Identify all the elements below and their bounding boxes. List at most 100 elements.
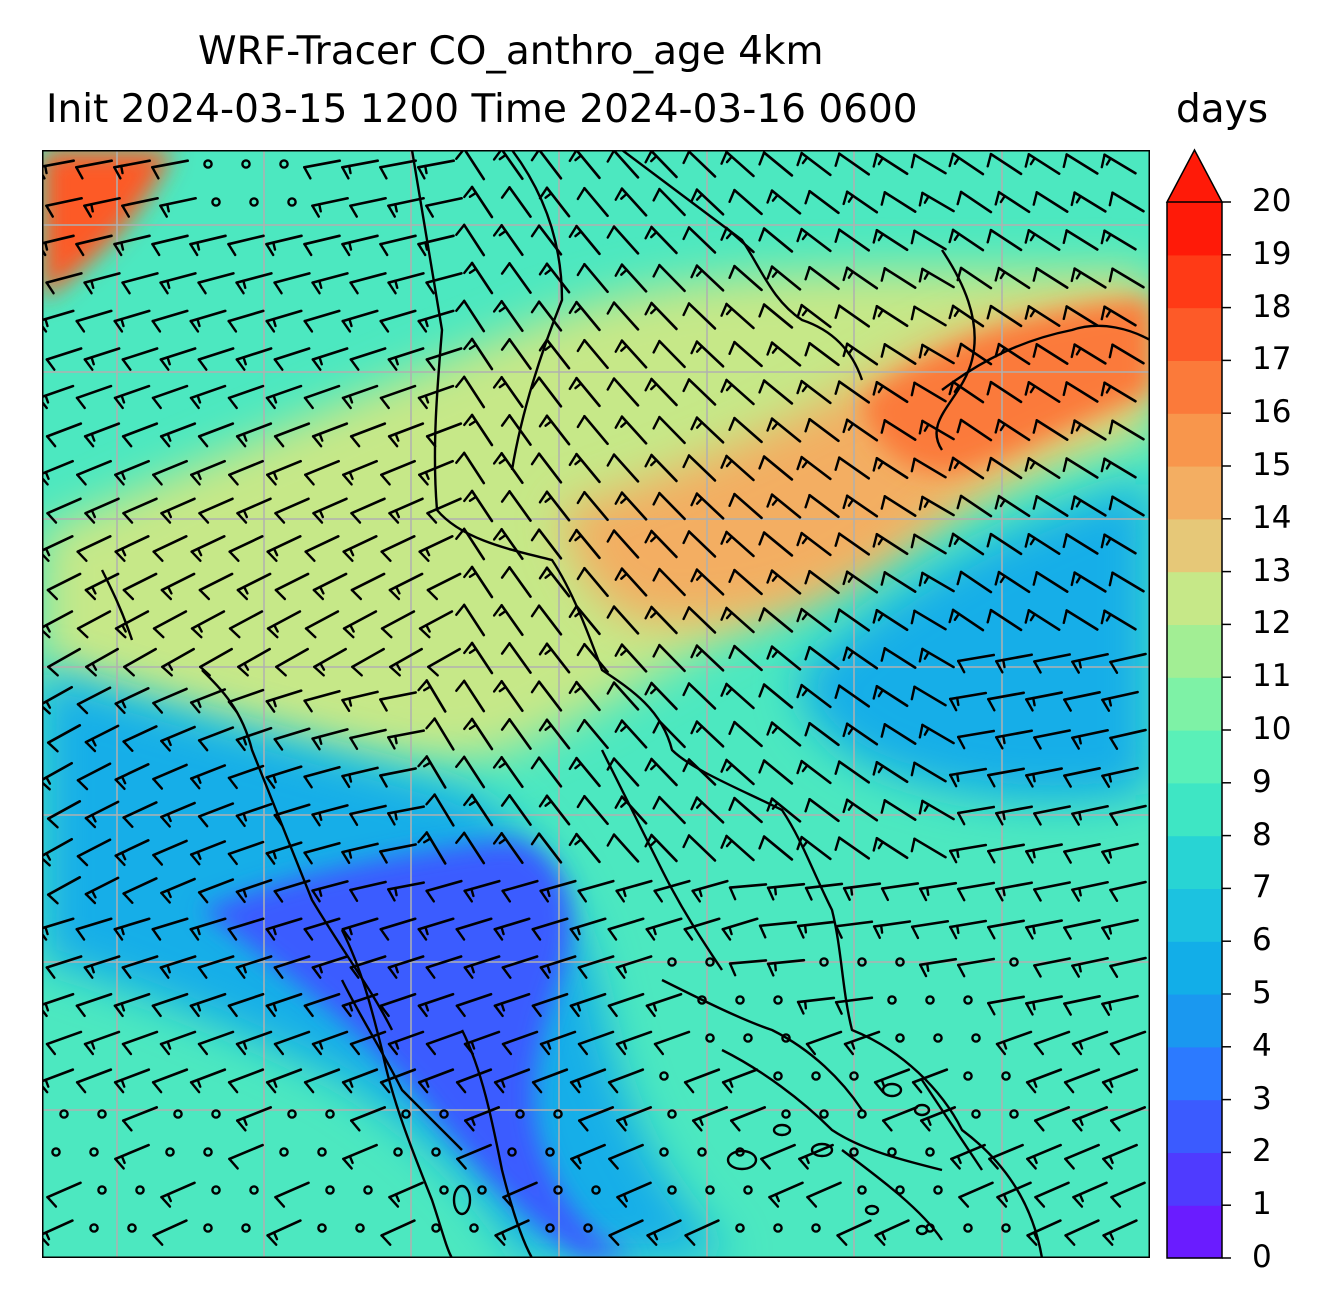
wind-barb: [311, 804, 349, 827]
wind-barb: [425, 422, 463, 448]
colorbar-band: [1167, 782, 1222, 837]
wind-barb: [728, 883, 768, 901]
wind-barb: [720, 606, 755, 634]
wind-barb: [159, 272, 197, 295]
wind-barb: [758, 227, 794, 253]
wind-barb-calm: [249, 1185, 259, 1195]
colorbar-band: [1167, 941, 1222, 995]
wind-barb: [455, 917, 493, 941]
wind-barb-calm: [735, 995, 745, 1005]
wind-barb: [151, 234, 189, 257]
wind-barb: [880, 419, 917, 441]
wind-barb: [986, 228, 1023, 252]
wind-barb-calm: [811, 1071, 821, 1081]
wind-barb: [45, 347, 83, 371]
wind-barb: [492, 603, 524, 637]
wind-barb-calm: [317, 1223, 327, 1233]
wind-barb: [1109, 880, 1147, 902]
wind-barb: [568, 680, 601, 712]
wind-barb: [197, 347, 235, 371]
wind-barb: [842, 798, 879, 822]
wind-barb: [227, 840, 265, 866]
wind-barb-calm: [819, 957, 829, 967]
wind-barb: [683, 917, 721, 941]
wind-barb: [682, 454, 717, 482]
wind-barb: [83, 955, 121, 979]
wind-barb: [1100, 153, 1137, 175]
wind-barb: [349, 196, 387, 218]
wind-barb: [75, 1068, 113, 1094]
wind-barb: [197, 955, 235, 979]
colorbar-tick-label: 15: [1252, 447, 1292, 483]
wind-barb: [834, 380, 871, 404]
wind-barb: [834, 920, 874, 939]
wind-barb: [1109, 1030, 1147, 1056]
wind-barb: [986, 304, 1023, 328]
colorbar-bands: [1165, 148, 1224, 1259]
wind-barb: [576, 490, 609, 522]
wind-barb: [1033, 1106, 1071, 1132]
wind-barb-calm: [895, 1033, 905, 1043]
wind-barb: [758, 683, 794, 709]
wind-barb: [189, 764, 227, 790]
wind-barb: [606, 377, 640, 407]
wind-barb: [456, 1143, 492, 1170]
wind-barb-calm: [59, 1109, 69, 1119]
wind-barb: [530, 528, 563, 560]
wind-barb: [235, 422, 273, 448]
wind-barb: [311, 422, 349, 448]
wind-barb: [235, 1106, 273, 1132]
wind-barb-calm: [211, 1109, 221, 1119]
wind-barb: [228, 1143, 264, 1170]
wind-barb: [911, 1068, 949, 1094]
coastline-segment: [340, 979, 463, 1151]
wind-barb: [1024, 305, 1061, 327]
wind-barb: [190, 535, 226, 563]
wind-barb: [720, 758, 755, 786]
wind-barb: [1071, 728, 1109, 750]
wind-barb: [1063, 767, 1101, 788]
wind-barb: [646, 1219, 682, 1246]
coastline-segment: [460, 1029, 534, 1258]
wind-barb: [766, 645, 802, 671]
wind-barb: [341, 917, 379, 941]
wind-barb-calm: [963, 1223, 973, 1233]
wind-barb: [606, 529, 640, 559]
wind-barb-calm: [895, 957, 905, 967]
wind-barb: [910, 837, 947, 859]
wind-barb-calm: [667, 1109, 677, 1119]
wind-barb: [766, 569, 802, 595]
wind-barb: [341, 992, 379, 1018]
wind-barb: [804, 189, 840, 215]
wind-barb: [113, 159, 151, 180]
wind-barb: [956, 190, 993, 214]
wind-barb: [417, 992, 455, 1018]
wind-barb: [994, 729, 1034, 750]
wind-barb-calm: [773, 995, 783, 1005]
wind-barb: [418, 535, 454, 563]
wind-barb: [652, 719, 686, 749]
wind-barb: [159, 955, 197, 979]
map-canvas: [42, 150, 1150, 1258]
wind-barb-calm: [811, 1223, 821, 1233]
wind-barb-calm: [1009, 957, 1019, 967]
wind-barb-calm: [135, 1185, 145, 1195]
wind-barb: [121, 955, 159, 979]
island-outline: [452, 1184, 472, 1216]
wind-barb-calm: [97, 1109, 107, 1119]
colorbar-band: [1167, 1099, 1222, 1153]
wind-barb: [758, 303, 794, 329]
wind-barb: [45, 955, 83, 979]
wind-barb: [872, 684, 909, 708]
wind-barb: [568, 224, 601, 256]
wind-barb: [1024, 381, 1061, 403]
wind-barb: [121, 422, 159, 448]
wind-barb: [1025, 995, 1063, 1016]
wind-barb: [606, 225, 640, 255]
wind-barb: [425, 347, 463, 371]
wind-barb: [805, 1030, 843, 1056]
wind-barb: [266, 459, 302, 486]
wind-barb: [492, 223, 524, 257]
wind-barb: [463, 489, 494, 523]
wind-barb: [956, 805, 996, 826]
